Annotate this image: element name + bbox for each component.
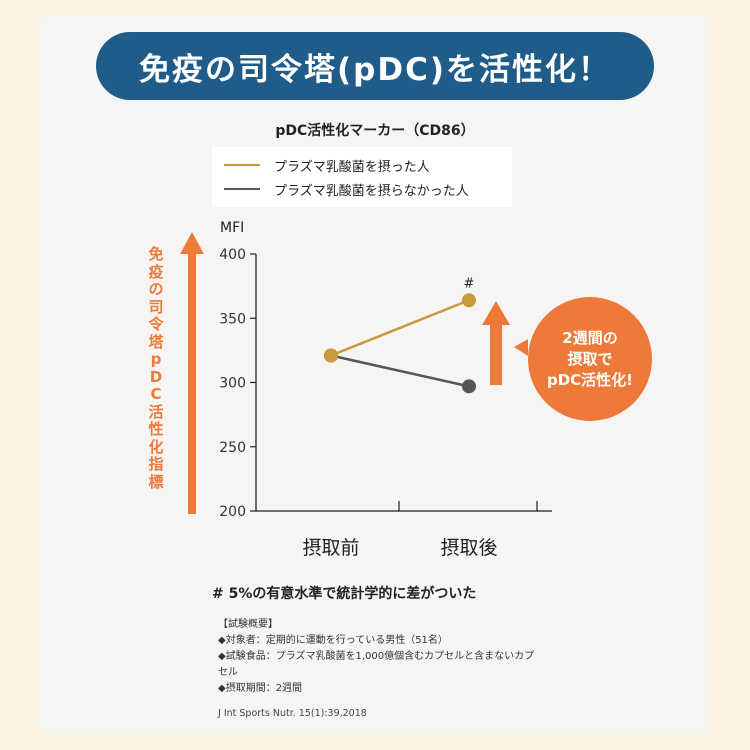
legend-item-took: プラズマ乳酸菌を摂った人 <box>224 154 430 176</box>
bubble-line-2: 摂取で <box>567 349 613 368</box>
x-category-label: 摂取前 <box>302 537 359 559</box>
left-arrow-head <box>180 232 204 254</box>
bubble-pointer <box>514 339 528 356</box>
chart-legend: プラズマ乳酸菌を摂った人 プラズマ乳酸菌を摂らなかった人 <box>212 147 512 207</box>
summary-line-period: ◆摂取期間：2週間 <box>218 683 303 694</box>
legend-label-not-took: プラズマ乳酸菌を摂らなかった人 <box>274 183 469 199</box>
chart-title: pDC活性化マーカー（CD86） <box>275 123 475 139</box>
right-up-arrow-shaft <box>490 323 502 385</box>
x-category-label: 摂取後 <box>440 537 497 559</box>
citation: J Int Sports Nutr. 15(1):39,2018 <box>218 708 367 719</box>
bubble-line-3: pDC活性化! <box>546 370 634 389</box>
summary-line-food-cont: セル <box>218 667 238 678</box>
significance-mark: # <box>464 276 475 291</box>
y-tick-label: 250 <box>219 440 246 456</box>
y-axis-label: MFI <box>220 220 244 236</box>
trial-summary: 【試験概要】 ◆対象者：定期的に運動を行っている男性（51名） ◆試験食品：プラ… <box>218 617 548 697</box>
y-tick-label: 300 <box>219 376 246 392</box>
legend-swatch-took <box>224 164 260 166</box>
callout-bubble: 2週間の 摂取で pDC活性化! <box>528 297 652 421</box>
series-point <box>462 293 476 308</box>
y-tick-label: 200 <box>219 504 246 520</box>
legend-swatch-not-took <box>224 188 260 190</box>
summary-line-food: ◆試験食品：プラズマ乳酸菌を1,000億個含むカプセルと含まないカプ <box>218 651 535 662</box>
legend-item-not-took: プラズマ乳酸菌を摂らなかった人 <box>224 178 469 200</box>
bubble-line-1: 2週間の <box>562 328 618 347</box>
series-point <box>462 379 476 394</box>
summary-line-subjects: ◆対象者：定期的に運動を行っている男性（51名） <box>218 635 448 646</box>
left-up-arrow <box>180 232 204 514</box>
left-arrow-shaft <box>188 252 196 514</box>
series-line <box>330 299 470 357</box>
series-point <box>324 348 338 363</box>
summary-heading: 【試験概要】 <box>218 619 278 630</box>
headline-banner: 免疫の司令塔(pDC)を活性化！ <box>96 32 654 100</box>
y-tick-label: 350 <box>219 311 246 327</box>
right-up-arrow-head <box>482 301 510 325</box>
legend-label-took: プラズマ乳酸菌を摂った人 <box>274 159 430 175</box>
left-arrow-label: 免疫の司令塔pDC活性化指標 <box>148 245 164 491</box>
y-tick-label: 400 <box>219 247 246 263</box>
series-line <box>330 354 470 388</box>
significance-note: # 5%の有意水準で統計学的に差がついた <box>212 586 477 602</box>
